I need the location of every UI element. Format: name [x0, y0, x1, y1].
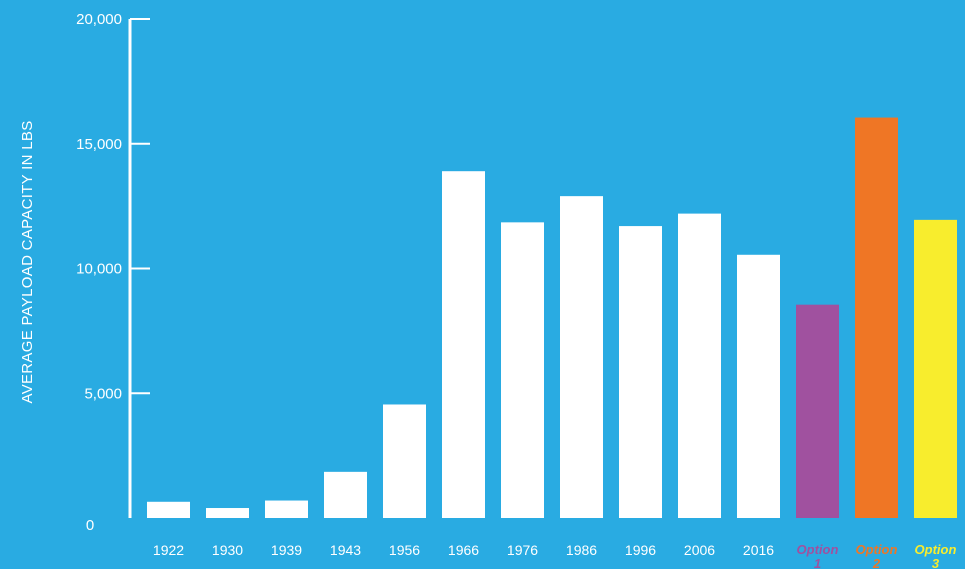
x-tick-label: Option 1 [797, 542, 839, 569]
x-tick-label: 1922 [153, 542, 184, 558]
y-tick-label: 0 [86, 517, 94, 534]
y-tick-label: 20,000 [76, 11, 122, 28]
bar-1986 [560, 196, 603, 518]
y-tick-label: 15,000 [76, 136, 122, 153]
bar-option-1 [796, 304, 839, 518]
x-tick-label: Option 2 [856, 542, 898, 569]
bar-1922 [147, 501, 190, 518]
x-tick-label: 1986 [566, 542, 597, 558]
bar-1956 [383, 404, 426, 518]
y-tick-label: 10,000 [76, 261, 122, 278]
bar-option-3 [914, 219, 957, 518]
x-tick-label: 2006 [684, 542, 715, 558]
bar-1966 [442, 171, 485, 518]
bar-1939 [265, 500, 308, 518]
x-tick-label: 1966 [448, 542, 479, 558]
x-tick-label: 1956 [389, 542, 420, 558]
y-ticks: 0 5,000 10,000 15,000 20,000 [76, 11, 150, 534]
bar-2016 [737, 254, 780, 518]
x-tick-labels: 1922 1930 1939 1943 1956 1966 1976 1986 1996 2006… [153, 542, 957, 569]
y-tick-label: 5,000 [84, 385, 122, 402]
x-tick-label: 1996 [625, 542, 656, 558]
x-tick-label: Option 3 [915, 542, 957, 569]
bar-2006 [678, 213, 721, 519]
bar-1996 [619, 226, 662, 518]
bar-1930 [206, 508, 249, 518]
x-tick-label: 2016 [743, 542, 774, 558]
x-tick-label: 1930 [212, 542, 243, 558]
x-tick-label: 1943 [330, 542, 361, 558]
x-tick-label: 1939 [271, 542, 302, 558]
bars [147, 117, 957, 519]
bar-option-2 [855, 117, 898, 519]
bar-1943 [324, 471, 367, 518]
y-axis-title: AVERAGE PAYLOAD CAPACITY IN LBS [19, 121, 36, 404]
bar-1976 [501, 222, 544, 518]
x-tick-label: 1976 [507, 542, 538, 558]
